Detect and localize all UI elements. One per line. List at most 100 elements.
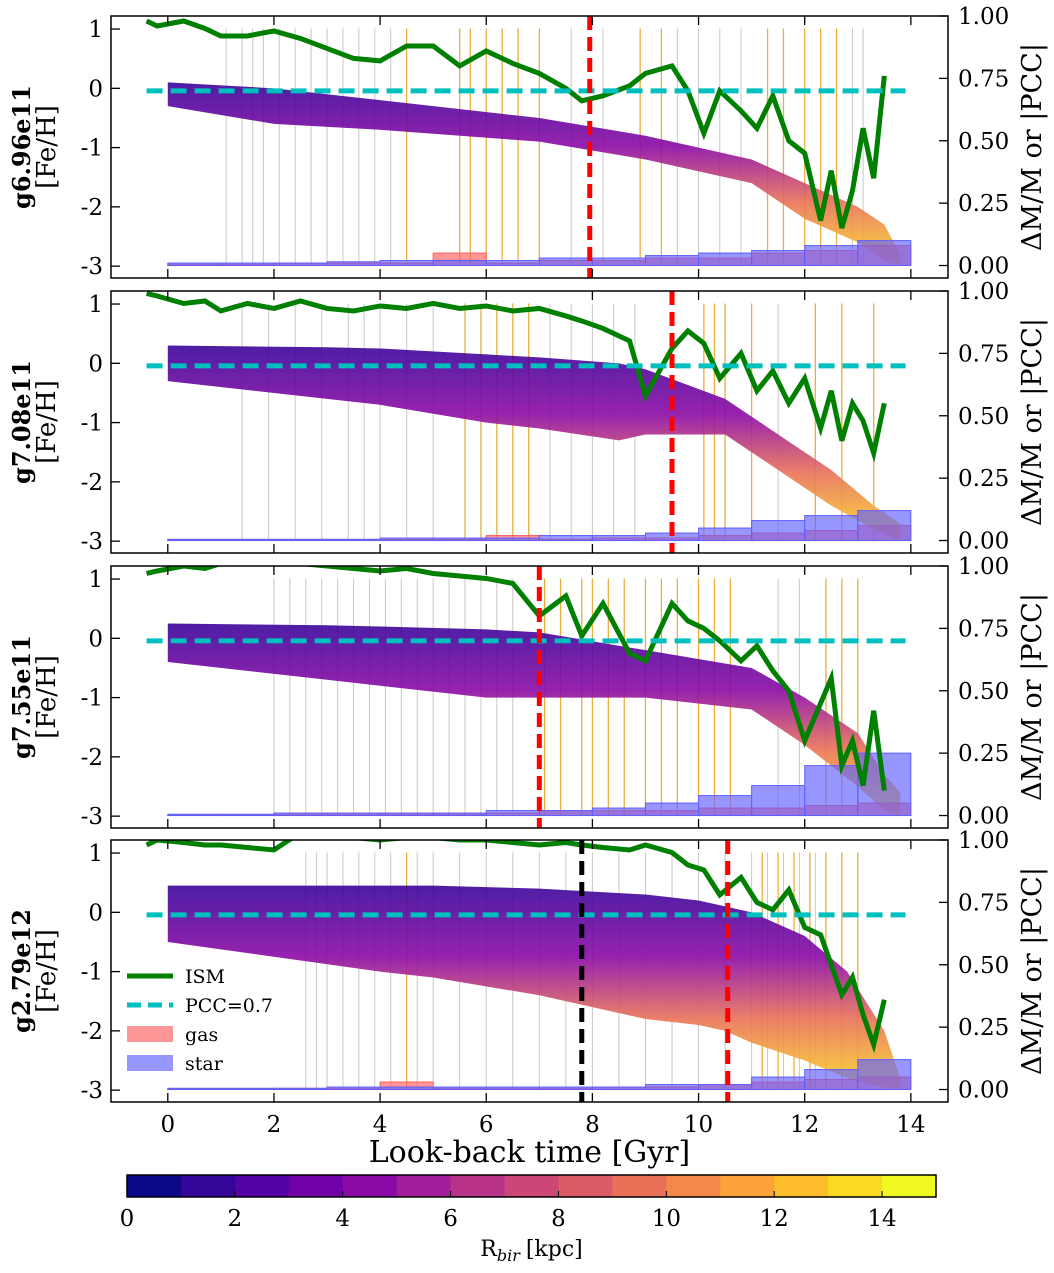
y2-tick-label: 0.00 <box>958 804 1009 830</box>
colorbar-tick-label: 6 <box>443 1206 458 1232</box>
y2-tick-label: 0.25 <box>958 1015 1009 1041</box>
panel: -3-2-1010.000.250.500.751.00g6.96e11[Fe/… <box>7 4 1048 280</box>
y2-axis-label: ΔM/M or |PCC| <box>1017 43 1048 251</box>
colorbar-tick-label: 2 <box>228 1206 243 1232</box>
histogram-bar <box>752 521 805 541</box>
histogram-bar <box>486 538 539 540</box>
histogram-bar <box>805 766 858 816</box>
histogram-bar <box>274 263 327 265</box>
colorbar-swatch <box>558 1175 612 1197</box>
histogram-bar <box>433 538 486 540</box>
y2-tick-label: 1.00 <box>958 828 1009 854</box>
y2-tick-label: 0.00 <box>958 254 1009 280</box>
x-tick-label: 0 <box>160 1112 175 1138</box>
colorbar-swatch <box>828 1175 882 1197</box>
y-tick-label: 1 <box>88 292 103 318</box>
legend-swatch <box>127 1055 173 1071</box>
y2-tick-label: 0.75 <box>958 66 1009 92</box>
colorbar-tick-label: 4 <box>335 1206 350 1232</box>
metallicity-band <box>168 82 900 266</box>
histogram-bar <box>327 539 380 540</box>
histogram-bar <box>327 1087 380 1089</box>
y2-tick-label: 0.00 <box>958 1078 1009 1104</box>
x-tick-label: 2 <box>267 1112 282 1138</box>
y-tick-label: 0 <box>88 351 103 377</box>
histogram-bar <box>645 256 698 266</box>
histogram-bar <box>805 246 858 266</box>
colorbar-swatch <box>289 1175 343 1197</box>
histogram-bar <box>274 1088 327 1089</box>
colorbar-tick-label: 10 <box>652 1206 681 1232</box>
histogram-bar <box>221 263 274 265</box>
histogram-bar <box>699 253 752 265</box>
y-tick-label: 1 <box>88 17 103 43</box>
histogram-bar <box>433 1087 486 1089</box>
histogram-bar <box>168 814 221 815</box>
legend-label: PCC=0.7 <box>185 995 273 1017</box>
plot-area <box>147 16 911 278</box>
histogram-bar <box>699 528 752 540</box>
histogram-bar <box>699 1085 752 1090</box>
colorbar-label-unit: [kpc] <box>526 1237 583 1262</box>
y-tick-label: 0 <box>88 900 103 926</box>
colorbar-swatch <box>451 1175 505 1197</box>
histogram-bar <box>539 1087 592 1089</box>
colorbar-label: Rbir[kpc] <box>480 1237 583 1265</box>
histogram-bar <box>805 1070 858 1090</box>
colorbar-tick-label: 12 <box>760 1206 789 1232</box>
panel: -3-2-1010.000.250.500.751.00g7.55e11[Fe/… <box>7 554 1048 830</box>
y-tick-label: 0 <box>88 626 103 652</box>
y-tick-label: -1 <box>81 960 103 986</box>
y-tick-label: -3 <box>81 1078 103 1104</box>
colorbar-tick-label: 14 <box>867 1206 896 1232</box>
histogram-bar <box>858 1060 911 1090</box>
y-tick-label: 0 <box>88 76 103 102</box>
y-tick-label: 1 <box>88 567 103 593</box>
histogram-bar <box>486 261 539 266</box>
colorbar-swatch <box>181 1175 235 1197</box>
y2-tick-label: 0.75 <box>958 616 1009 642</box>
histogram-bar <box>380 538 433 540</box>
y2-tick-label: 1.00 <box>958 279 1009 305</box>
y-axis-label: [Fe/H] <box>32 655 62 739</box>
colorbar-swatch <box>882 1175 936 1197</box>
histogram-bar <box>221 1088 274 1089</box>
histogram-bar <box>327 813 380 815</box>
y2-tick-label: 0.25 <box>958 466 1009 492</box>
histogram-bar <box>168 263 221 265</box>
plot-area <box>147 291 911 553</box>
histogram-bar <box>433 261 486 266</box>
histogram-bar <box>752 1077 805 1089</box>
y2-tick-label: 0.50 <box>958 679 1009 705</box>
y-axis-label: [Fe/H] <box>32 105 62 189</box>
plot-area <box>147 561 911 828</box>
histogram-bar <box>433 813 486 815</box>
histogram-bar <box>274 539 327 540</box>
histogram-bar <box>592 1087 645 1089</box>
y-axis-label: [Fe/H] <box>32 380 62 464</box>
colorbar-swatch <box>666 1175 720 1197</box>
histogram-bar <box>380 261 433 266</box>
colorbar-swatch <box>397 1175 451 1197</box>
colorbar-tick-label: 0 <box>120 1206 135 1232</box>
colorbar-swatch <box>720 1175 774 1197</box>
colorbar-tick-label: 8 <box>551 1206 566 1232</box>
y-tick-label: -2 <box>81 470 103 496</box>
histogram-bar <box>752 786 805 816</box>
histogram-bar <box>380 1087 433 1089</box>
x-axis-label: Look-back time [Gyr] <box>369 1135 691 1170</box>
y2-tick-label: 0.75 <box>958 341 1009 367</box>
colorbar-swatch <box>127 1175 181 1197</box>
y2-axis-label: ΔM/M or |PCC| <box>1017 318 1048 526</box>
y2-tick-label: 0.25 <box>958 191 1009 217</box>
colorbar-label-main: R <box>480 1237 498 1262</box>
y-tick-label: 1 <box>88 841 103 867</box>
y-tick-label: -1 <box>81 686 103 712</box>
y-tick-label: -2 <box>81 745 103 771</box>
legend-label: ISM <box>185 966 225 988</box>
histogram-bar <box>539 811 592 816</box>
histogram-bar <box>221 814 274 815</box>
